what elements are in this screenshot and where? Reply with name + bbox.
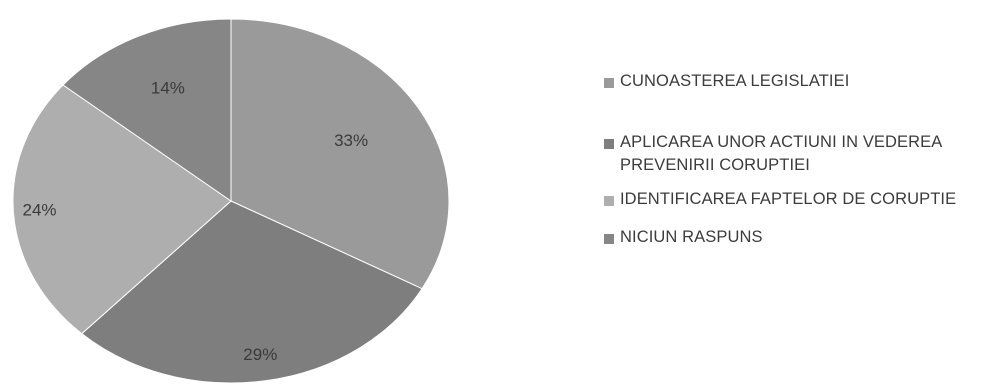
legend-label-3: NICIUN RASPUNS — [620, 228, 763, 246]
legend-swatch-2 — [604, 196, 614, 206]
legend-swatch-1 — [604, 139, 614, 149]
pie-slice-2 — [12, 84, 232, 335]
pie-slice-3 — [62, 18, 232, 202]
legend-item-identificarea-faptelor: IDENTIFICAREA FAPTELOR DE CORUPTIE — [604, 188, 984, 211]
legend-label-2: IDENTIFICAREA FAPTELOR DE CORUPTIE — [620, 190, 957, 208]
slice-label-2: 24% — [22, 201, 56, 220]
legend-swatch-3 — [604, 234, 614, 244]
pie-slice-0 — [230, 18, 450, 290]
pie-slice-1 — [80, 200, 423, 384]
legend-label-0: CUNOASTEREA LEGISLATIEI — [620, 72, 850, 90]
legend-label-1: APLICAREA UNOR ACTIUNI IN VEDEREA PREVEN… — [620, 133, 942, 174]
legend-item-niciun-raspuns: NICIUN RASPUNS — [604, 226, 984, 249]
slice-label-3: 14% — [151, 78, 185, 97]
legend-item-cunoasterea-legislatiei: CUNOASTEREA LEGISLATIEI — [604, 70, 984, 93]
legend-swatch-0 — [604, 78, 614, 88]
legend-item-aplicarea-unor-actiuni: APLICAREA UNOR ACTIUNI IN VEDEREA PREVEN… — [604, 131, 984, 177]
legend: CUNOASTEREA LEGISLATIEI APLICAREA UNOR A… — [604, 70, 984, 249]
slice-label-0: 33% — [334, 131, 368, 150]
slice-label-1: 29% — [243, 345, 277, 364]
